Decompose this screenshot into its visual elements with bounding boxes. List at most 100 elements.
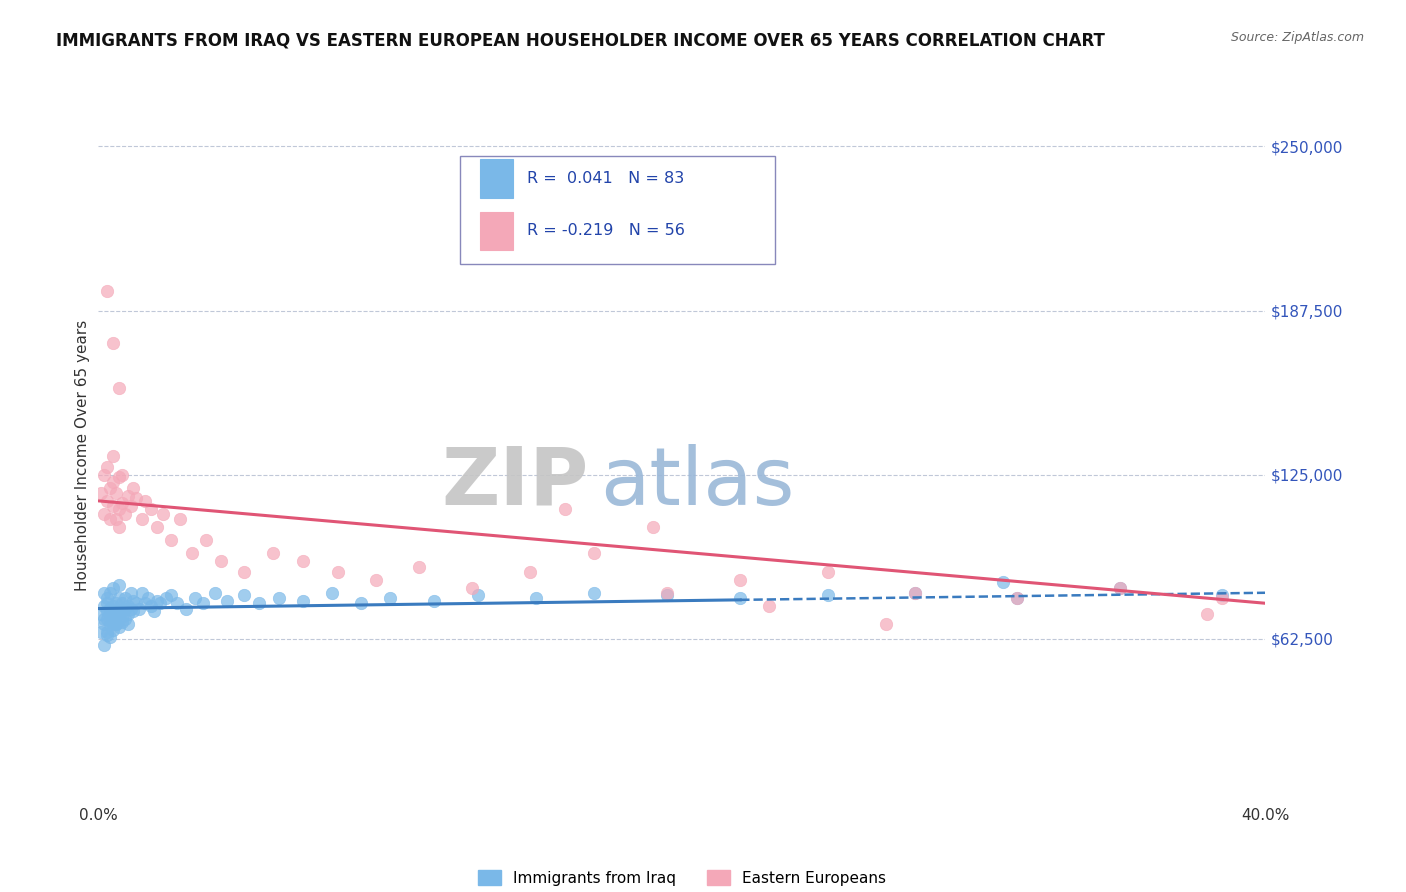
Point bbox=[120, 601, 142, 615]
Point bbox=[98, 512, 121, 526]
Point bbox=[101, 599, 124, 613]
Point bbox=[657, 586, 679, 600]
Point bbox=[98, 481, 121, 495]
Point bbox=[180, 546, 202, 560]
Point bbox=[817, 588, 839, 602]
Point bbox=[120, 586, 142, 600]
Point bbox=[131, 586, 153, 600]
Point bbox=[321, 586, 343, 600]
Point bbox=[111, 615, 134, 629]
Point bbox=[98, 617, 121, 632]
Point bbox=[326, 565, 349, 579]
Point bbox=[108, 591, 131, 605]
Point bbox=[108, 607, 131, 621]
Point bbox=[104, 609, 127, 624]
Point bbox=[125, 491, 148, 506]
Point bbox=[233, 588, 256, 602]
Point bbox=[122, 593, 145, 607]
Point bbox=[104, 486, 127, 500]
Point bbox=[104, 601, 127, 615]
Point bbox=[108, 620, 131, 634]
Point bbox=[152, 507, 174, 521]
Point bbox=[93, 507, 115, 521]
Point bbox=[111, 609, 134, 624]
Point bbox=[96, 591, 118, 605]
Point bbox=[423, 593, 446, 607]
Y-axis label: Householder Income Over 65 years: Householder Income Over 65 years bbox=[75, 319, 90, 591]
Point bbox=[111, 496, 134, 510]
Point bbox=[104, 617, 127, 632]
Point bbox=[114, 601, 136, 615]
Point bbox=[90, 625, 112, 640]
Point bbox=[117, 489, 139, 503]
Text: R = -0.219   N = 56: R = -0.219 N = 56 bbox=[527, 223, 685, 238]
FancyBboxPatch shape bbox=[460, 156, 775, 263]
Point bbox=[817, 565, 839, 579]
Point bbox=[146, 593, 169, 607]
Point bbox=[98, 631, 121, 645]
Text: R =  0.041   N = 83: R = 0.041 N = 83 bbox=[527, 171, 683, 186]
Text: Source: ZipAtlas.com: Source: ZipAtlas.com bbox=[1230, 31, 1364, 45]
Point bbox=[758, 599, 780, 613]
Point bbox=[142, 604, 165, 618]
Point bbox=[291, 554, 314, 568]
Point bbox=[247, 596, 270, 610]
Point bbox=[93, 612, 115, 626]
Point bbox=[101, 623, 124, 637]
Point bbox=[991, 575, 1014, 590]
Legend: Immigrants from Iraq, Eastern Europeans: Immigrants from Iraq, Eastern Europeans bbox=[478, 870, 886, 886]
Point bbox=[101, 604, 124, 618]
Point bbox=[128, 601, 150, 615]
Point bbox=[519, 565, 541, 579]
Point bbox=[193, 596, 215, 610]
Point bbox=[104, 617, 127, 632]
Point bbox=[155, 591, 177, 605]
Point bbox=[96, 284, 118, 298]
Point bbox=[111, 596, 134, 610]
Point bbox=[139, 501, 162, 516]
Point bbox=[125, 596, 148, 610]
Point bbox=[364, 573, 387, 587]
Point bbox=[96, 625, 118, 640]
Point bbox=[728, 591, 751, 605]
Point bbox=[101, 499, 124, 513]
Point bbox=[1195, 607, 1218, 621]
Point bbox=[1211, 588, 1233, 602]
Point bbox=[96, 494, 118, 508]
Point bbox=[111, 467, 134, 482]
Point bbox=[101, 581, 124, 595]
Point bbox=[108, 470, 131, 484]
Text: ZIP: ZIP bbox=[441, 443, 589, 522]
Point bbox=[93, 586, 115, 600]
Point bbox=[93, 617, 115, 632]
Point bbox=[215, 593, 238, 607]
Point bbox=[174, 601, 197, 615]
Point bbox=[96, 596, 118, 610]
Point bbox=[134, 596, 156, 610]
Point bbox=[1007, 591, 1029, 605]
Point bbox=[291, 593, 314, 607]
Point bbox=[641, 520, 664, 534]
Text: IMMIGRANTS FROM IRAQ VS EASTERN EUROPEAN HOUSEHOLDER INCOME OVER 65 YEARS CORREL: IMMIGRANTS FROM IRAQ VS EASTERN EUROPEAN… bbox=[56, 31, 1105, 49]
Point bbox=[96, 459, 118, 474]
Point bbox=[136, 591, 159, 605]
FancyBboxPatch shape bbox=[479, 160, 513, 197]
Point bbox=[104, 596, 127, 610]
Point bbox=[117, 607, 139, 621]
Point bbox=[98, 586, 121, 600]
Point bbox=[195, 533, 218, 548]
Point bbox=[378, 591, 402, 605]
Point bbox=[101, 449, 124, 463]
Point bbox=[524, 591, 547, 605]
Point bbox=[467, 588, 489, 602]
Point bbox=[350, 596, 373, 610]
Point bbox=[233, 565, 256, 579]
Point bbox=[114, 612, 136, 626]
Point bbox=[108, 578, 131, 592]
Point bbox=[146, 520, 169, 534]
Point bbox=[117, 599, 139, 613]
Point bbox=[93, 599, 115, 613]
Point bbox=[1108, 581, 1130, 595]
Point bbox=[101, 336, 124, 351]
Point bbox=[728, 573, 751, 587]
